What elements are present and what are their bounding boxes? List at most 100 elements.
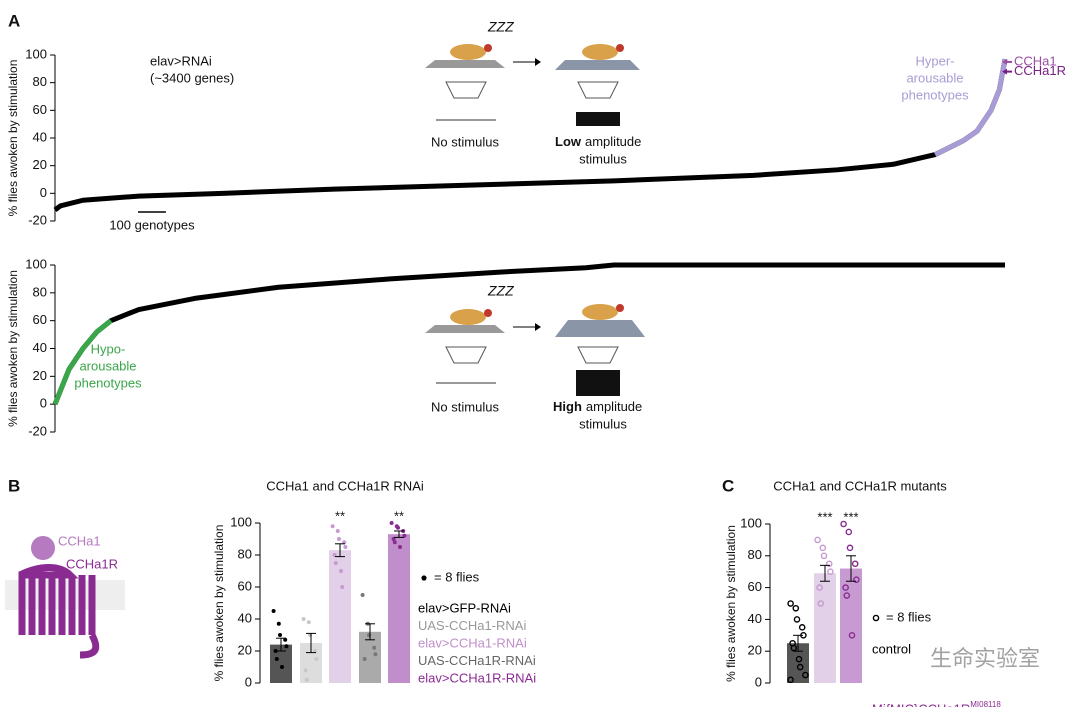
data-point	[276, 621, 281, 626]
data-point	[820, 552, 828, 560]
y-tick-label: -20	[28, 423, 47, 438]
legend-marker-label: = 8 flies	[434, 569, 480, 584]
bar	[388, 534, 410, 683]
y-tick-label: 0	[755, 674, 762, 689]
data-point	[271, 609, 276, 613]
data-point	[337, 537, 341, 541]
y-tick-label: 100	[740, 515, 762, 530]
data-point	[817, 600, 825, 607]
zzz: ZZZ	[487, 19, 514, 35]
label: No stimulus	[431, 134, 499, 149]
y-tick-label: 20	[238, 642, 252, 657]
data-point	[398, 545, 402, 549]
data-point	[373, 652, 378, 657]
data-point	[796, 663, 804, 671]
y-tick-label: 60	[748, 579, 762, 594]
data-point	[389, 521, 394, 525]
data-point	[332, 553, 337, 557]
ligand	[31, 536, 55, 560]
fly-eye	[616, 44, 624, 52]
significance: ***	[843, 509, 858, 524]
y-tick-label: -20	[28, 212, 47, 227]
data-point	[333, 561, 338, 565]
data-point	[827, 568, 834, 576]
chart-title: CCHa1 and CCHa1R RNAi	[266, 478, 424, 493]
data-point	[802, 671, 809, 679]
data-point	[792, 604, 800, 612]
data-point	[814, 536, 821, 544]
arrowhead	[1002, 68, 1007, 75]
fly-eye	[484, 309, 492, 317]
y-tick-label: 100	[230, 514, 252, 529]
receptor-schematic: CCHa1 CCHa1R	[5, 533, 125, 659]
data-point	[362, 657, 367, 661]
y-axis-label: % flies awoken by stimulation	[6, 270, 20, 427]
amp-rest: amplitude	[585, 134, 641, 149]
data-point	[343, 545, 348, 549]
y-axis-label: % flies awoken by stimulation	[212, 525, 226, 682]
y-tick-label: 60	[33, 102, 47, 117]
y-axis-label: % flies awoken by stimulation	[6, 60, 20, 217]
label: No stimulus	[431, 399, 499, 414]
bar	[359, 631, 381, 683]
panel-letter: C	[722, 476, 734, 495]
y-tick-label: 20	[748, 643, 762, 658]
screen-curve	[52, 262, 1005, 406]
data-point	[303, 668, 308, 673]
data-point	[790, 644, 798, 652]
y-tick-label: 40	[748, 611, 762, 626]
significance: ***	[817, 509, 832, 524]
chart-title: CCHa1 and CCHa1R mutants	[773, 478, 947, 493]
data-point	[787, 600, 794, 607]
data-point	[330, 524, 335, 529]
significance: **	[394, 508, 404, 523]
annotation: arousable	[79, 358, 136, 373]
data-point	[787, 676, 794, 684]
highlight-label: CCHa1	[1014, 53, 1057, 68]
data-point	[274, 657, 279, 661]
fly	[582, 304, 618, 320]
annotation: (~3400 genes)	[150, 70, 234, 85]
signal	[576, 370, 620, 396]
y-tick-label: 40	[33, 340, 47, 355]
data-point	[396, 525, 400, 530]
y-tick-label: 40	[33, 129, 47, 144]
fly	[582, 44, 618, 60]
legend-marker	[421, 575, 427, 581]
data-point	[848, 632, 856, 639]
screen-curve	[52, 318, 113, 406]
data-point	[340, 585, 345, 589]
platform	[555, 320, 645, 337]
data-point	[843, 592, 851, 599]
scale-bar-label: 100 genotypes	[109, 217, 195, 232]
arrowhead	[1002, 58, 1007, 65]
zzz: ZZZ	[487, 283, 514, 299]
signal	[576, 112, 620, 126]
ligand-label: CCHa1	[58, 533, 101, 548]
y-tick-label: 40	[238, 610, 252, 625]
y-tick-label: 0	[40, 185, 47, 200]
data-point	[304, 677, 309, 682]
data-point	[845, 528, 853, 536]
receptor-label: CCHa1R	[66, 556, 118, 571]
data-point	[306, 620, 311, 625]
y-tick-label: 60	[33, 312, 47, 327]
speaker	[445, 81, 487, 99]
arrowhead	[535, 323, 541, 331]
y-tick-label: 0	[245, 674, 252, 689]
fly	[450, 309, 486, 325]
legend-marker	[872, 614, 880, 622]
label: stimulus	[579, 416, 627, 431]
y-tick-label: 0	[40, 396, 47, 411]
data-point	[798, 624, 806, 631]
watermark: 生命实验室	[930, 646, 1040, 671]
legend-entry: UAS-CCHa1-RNAi	[418, 618, 526, 633]
speaker	[577, 81, 619, 99]
data-point	[825, 560, 833, 568]
superscript: MI08118	[970, 700, 1001, 707]
legend-entry: control	[872, 641, 911, 656]
data-point	[278, 633, 282, 637]
data-point	[339, 569, 343, 573]
data-point	[846, 544, 854, 552]
data-point	[795, 655, 803, 663]
